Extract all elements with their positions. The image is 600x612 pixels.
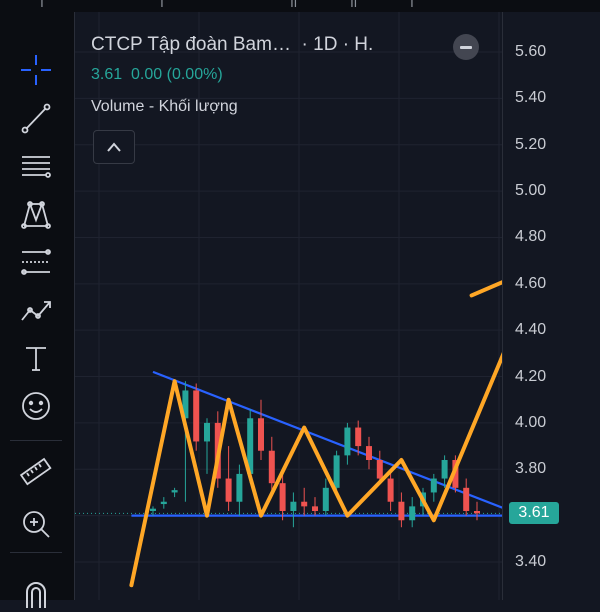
crosshair-icon[interactable] bbox=[14, 50, 58, 90]
minus-icon bbox=[460, 45, 472, 49]
candle-body bbox=[333, 455, 340, 488]
candle-body bbox=[290, 501, 297, 511]
ohlc-values: 3.61 0.00 (0.00%) bbox=[91, 66, 223, 84]
toolbar-divider bbox=[10, 440, 62, 441]
top-tab[interactable]: ı bbox=[160, 0, 164, 10]
volume-legend[interactable]: Volume - Khối lượng bbox=[91, 98, 238, 115]
arrow-path bbox=[129, 349, 503, 588]
candle-body bbox=[279, 483, 286, 511]
candle-body bbox=[430, 478, 437, 493]
horizontal-lines-icon[interactable] bbox=[14, 146, 58, 186]
candle-body bbox=[193, 390, 200, 442]
price-tick: 4.20 bbox=[515, 367, 547, 385]
last-price: 3.61 bbox=[91, 66, 123, 83]
candle-body bbox=[258, 418, 264, 451]
price-tick: 5.60 bbox=[515, 43, 547, 60]
candle-body bbox=[236, 473, 243, 502]
candle-body bbox=[268, 450, 275, 484]
text-icon[interactable] bbox=[14, 338, 58, 378]
price-tick: 4.40 bbox=[515, 321, 547, 339]
pattern-icon[interactable] bbox=[14, 194, 58, 234]
price-tick: 4.00 bbox=[515, 413, 547, 431]
projection-icon[interactable] bbox=[14, 290, 58, 330]
price-tick: 3.40 bbox=[515, 553, 547, 570]
chevron-up-icon bbox=[107, 142, 121, 152]
remove-indicator-button[interactable] bbox=[453, 34, 479, 60]
price-tick: 3.80 bbox=[515, 460, 547, 478]
top-tab[interactable]: ıl bbox=[290, 0, 297, 10]
symbol-title: CTCP Tập đoàn Bam… bbox=[91, 34, 291, 55]
price-scale[interactable]: 5.60 5.40 5.20 5.00 4.80 4.60 4.40 4.20 4.00 3.80… bbox=[502, 12, 600, 600]
last-price-label: 3.61 bbox=[509, 502, 559, 525]
candle-body bbox=[247, 418, 254, 474]
price-tick: 5.00 bbox=[515, 182, 547, 200]
price-chart[interactable] bbox=[75, 12, 503, 600]
symbol-interval: · 1D · H. bbox=[301, 34, 374, 55]
trend-line-icon[interactable] bbox=[14, 98, 58, 138]
magnet-icon[interactable] bbox=[14, 572, 58, 612]
candle-body bbox=[441, 460, 448, 479]
top-tab[interactable]: ıl bbox=[350, 0, 357, 10]
price-tick: 5.40 bbox=[515, 89, 547, 107]
candle-body bbox=[474, 511, 480, 514]
trendlines bbox=[131, 370, 503, 517]
symbol-legend[interactable]: CTCP Tập đoàn Bam… · 1D · H. bbox=[91, 34, 373, 56]
candle-body bbox=[312, 506, 318, 511]
pattern-arrow bbox=[129, 279, 503, 588]
price-tick: 5.20 bbox=[515, 135, 547, 153]
candle-body bbox=[409, 506, 416, 521]
candle-body bbox=[171, 490, 178, 493]
candle-body bbox=[322, 487, 329, 511]
candle-body bbox=[301, 501, 308, 507]
ruler-icon[interactable] bbox=[14, 452, 58, 492]
arrow-head bbox=[469, 279, 503, 298]
candle-body bbox=[463, 487, 470, 511]
price-tick: 4.60 bbox=[515, 274, 547, 292]
drawing-toolbar bbox=[0, 12, 74, 608]
candle-body bbox=[355, 427, 362, 447]
chart-pane[interactable]: CTCP Tập đoàn Bam… · 1D · H. 3.61 0.00 (… bbox=[74, 12, 503, 600]
candle-body bbox=[150, 508, 156, 511]
candle-body bbox=[366, 446, 372, 460]
candle-body bbox=[398, 501, 405, 521]
top-tab[interactable]: ı bbox=[410, 0, 414, 10]
price-tick: 4.80 bbox=[515, 228, 547, 246]
fib-icon[interactable] bbox=[14, 242, 58, 282]
candle-body bbox=[376, 460, 383, 479]
candle-body bbox=[160, 501, 167, 505]
upper-trendline bbox=[152, 370, 503, 510]
top-tab[interactable]: ı bbox=[40, 0, 44, 10]
candle-body bbox=[344, 427, 351, 456]
zoom-in-icon[interactable] bbox=[14, 504, 58, 544]
emoji-icon[interactable] bbox=[14, 386, 58, 426]
candle-body bbox=[225, 478, 232, 502]
toolbar-divider bbox=[10, 552, 62, 553]
price-change: 0.00 bbox=[131, 66, 163, 83]
candle-body bbox=[182, 390, 189, 419]
collapse-legend-button[interactable] bbox=[93, 130, 135, 164]
price-change-pct: (0.00%) bbox=[166, 66, 223, 83]
candle-body bbox=[387, 478, 394, 502]
candle-body bbox=[452, 460, 459, 488]
candle-body bbox=[204, 422, 210, 442]
